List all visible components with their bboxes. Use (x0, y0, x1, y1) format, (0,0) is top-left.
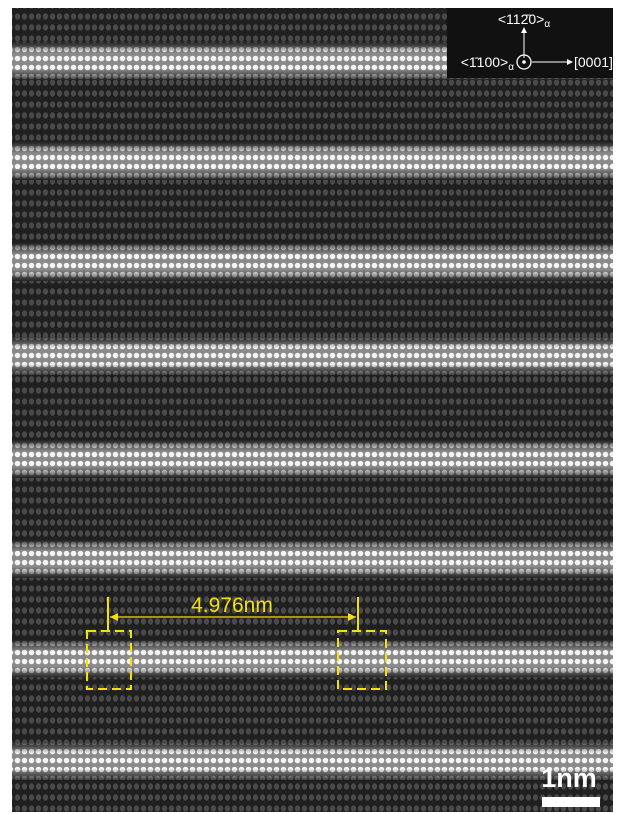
measurement-marks (86, 597, 387, 690)
up-sub: α (544, 19, 550, 30)
left-text: <1̄100> (461, 54, 509, 70)
measurement-label: 4.976nm (191, 594, 273, 617)
up-direction: <112̄0>α (498, 11, 550, 30)
scale-bar (542, 797, 600, 807)
orientation-key: <112̄0>α <1̄100>α [0001]α (447, 8, 619, 78)
left-direction: <1̄100>α (461, 54, 515, 73)
up-text: <112̄0> (498, 11, 544, 27)
right-sub: α (613, 62, 619, 73)
left-sub: α (508, 62, 514, 73)
right-text: [0001] (574, 54, 613, 70)
scale-bar-label: 1nm (541, 763, 597, 793)
right-direction: [0001]α (574, 54, 619, 73)
background-lattice (12, 8, 613, 812)
